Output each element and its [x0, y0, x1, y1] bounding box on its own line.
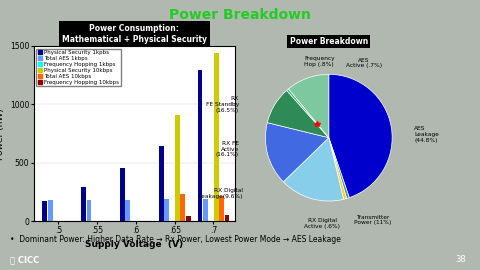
Bar — [203, 199, 208, 221]
Text: Power Breakdown: Power Breakdown — [289, 37, 368, 46]
Bar — [125, 200, 130, 221]
Y-axis label: Power (nW): Power (nW) — [0, 108, 4, 160]
Text: Transmitter
Power (11%): Transmitter Power (11%) — [354, 215, 392, 225]
Wedge shape — [265, 123, 329, 182]
Bar — [198, 70, 202, 221]
Bar — [87, 200, 91, 221]
Text: AES
Active (.7%): AES Active (.7%) — [346, 58, 382, 68]
Text: ⬛ CICC: ⬛ CICC — [10, 255, 39, 264]
Bar — [159, 146, 164, 221]
Wedge shape — [329, 74, 392, 198]
Text: 38: 38 — [455, 255, 466, 264]
Wedge shape — [329, 138, 347, 199]
X-axis label: Supply Voltage  (V): Supply Voltage (V) — [85, 240, 183, 249]
Bar — [180, 194, 185, 221]
Text: RX Digital
Active (.6%): RX Digital Active (.6%) — [304, 218, 340, 229]
Text: RX FE
Active
(16.1%): RX FE Active (16.1%) — [216, 141, 239, 157]
Bar — [175, 115, 180, 221]
Text: Frequency
Hop (.8%): Frequency Hop (.8%) — [304, 56, 335, 67]
Bar — [225, 215, 229, 221]
Title: Power Consumption:
Mathematical + Physical Security: Power Consumption: Mathematical + Physic… — [62, 24, 207, 44]
Text: •  Dominant Power: Higher Data Rate → Rx Power, Lowest Power Mode → AES Leakage: • Dominant Power: Higher Data Rate → Rx … — [10, 235, 340, 244]
Bar — [42, 201, 47, 221]
Text: Power Breakdown: Power Breakdown — [169, 8, 311, 22]
Legend: Physical Security 1kpbs, Total AES 1kbps, Frequency Hopping 1kbps, Physical Secu: Physical Security 1kpbs, Total AES 1kbps… — [36, 49, 121, 86]
Wedge shape — [288, 74, 329, 138]
Wedge shape — [287, 89, 329, 138]
Bar — [81, 187, 86, 221]
Text: RX
FE Standby
(16.5%): RX FE Standby (16.5%) — [205, 96, 239, 113]
Wedge shape — [329, 138, 349, 198]
Wedge shape — [267, 90, 329, 138]
Text: AES
Leakage
(44.8%): AES Leakage (44.8%) — [414, 126, 439, 143]
Bar — [186, 216, 191, 221]
Text: RX Digital
Leakage(9.6%): RX Digital Leakage(9.6%) — [199, 188, 243, 199]
Bar — [48, 200, 53, 221]
Bar — [164, 199, 169, 221]
Bar — [120, 168, 125, 221]
Bar — [214, 53, 218, 221]
Bar — [219, 196, 224, 221]
Wedge shape — [283, 138, 344, 201]
